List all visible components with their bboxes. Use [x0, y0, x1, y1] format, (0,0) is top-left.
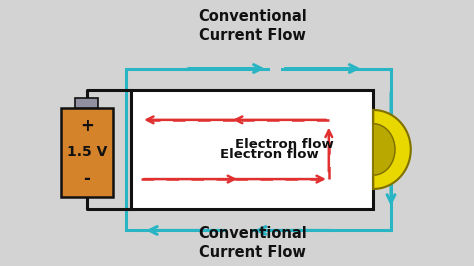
Text: Electron flow: Electron flow [220, 148, 319, 161]
Bar [131, 90, 373, 209]
Text: 1.5 V: 1.5 V [67, 146, 107, 159]
Text: Conventional
Current Flow: Conventional Current Flow [198, 226, 307, 260]
Text: +: + [80, 117, 94, 135]
Polygon shape [373, 110, 411, 189]
Bar [75, 98, 99, 108]
Polygon shape [373, 124, 395, 175]
Text: Conventional
Current Flow: Conventional Current Flow [198, 9, 307, 43]
Bar [61, 108, 113, 197]
Text: Electron flow: Electron flow [235, 138, 334, 151]
Text: -: - [83, 170, 91, 188]
